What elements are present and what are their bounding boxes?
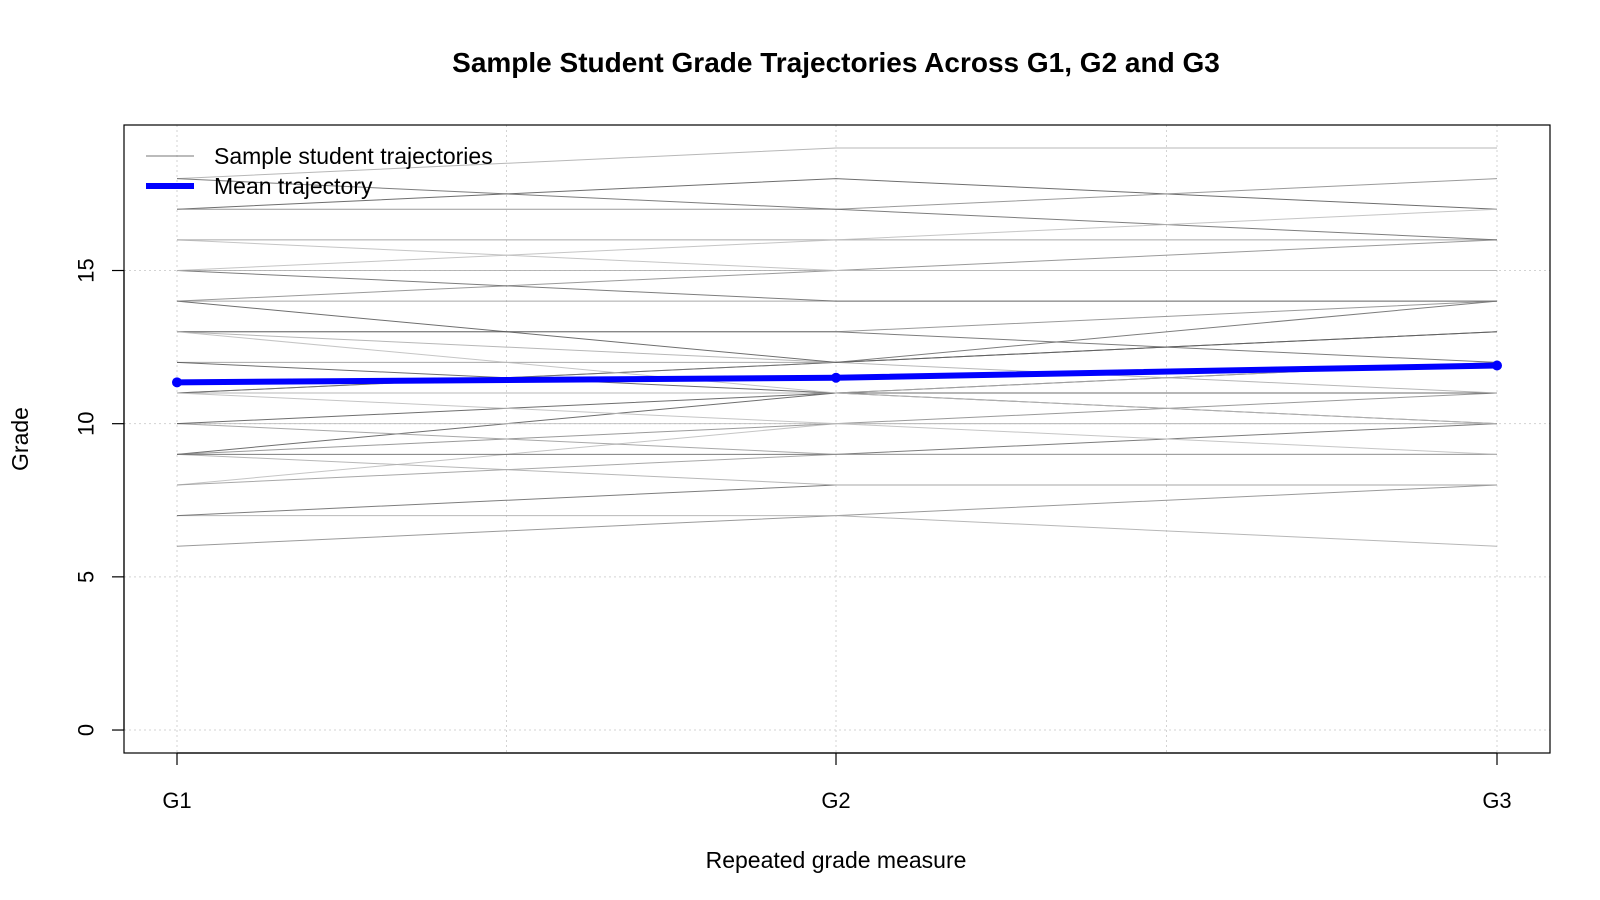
student-trajectory-18 xyxy=(177,300,1498,333)
mean-point-G3 xyxy=(1492,360,1502,371)
student-trajectory-26 xyxy=(176,270,1497,302)
mean-point-G1 xyxy=(172,377,182,388)
y-tick-label-5: 5 xyxy=(74,571,99,583)
x-axis: G1 G2 G3 xyxy=(162,752,1512,813)
legend-label-1: Mean trajectory xyxy=(214,173,373,199)
chart-title: Sample Student Grade Trajectories Across… xyxy=(452,47,1220,78)
student-trajectory-8 xyxy=(177,423,1498,455)
y-axis: 0 5 10 15 xyxy=(74,258,125,736)
student-trajectory-7 xyxy=(176,453,1497,486)
student-trajectory-32 xyxy=(176,178,1498,241)
student-trajectory-10 xyxy=(176,423,1497,455)
legend: Sample student trajectories Mean trajecto… xyxy=(146,143,493,199)
student-trajectory-2 xyxy=(176,484,1497,517)
student-trajectory-16 xyxy=(177,331,1498,363)
x-tick-label-G3: G3 xyxy=(1482,788,1511,813)
x-tick-label-G1: G1 xyxy=(162,788,191,813)
student-trajectory-33 xyxy=(176,208,1498,272)
student-trajectory-30 xyxy=(177,178,1498,210)
student-trajectory-1 xyxy=(177,515,1498,547)
y-tick-label-15: 15 xyxy=(74,258,99,282)
student-trajectory-11 xyxy=(176,392,1497,425)
student-trajectory-20 xyxy=(177,331,1498,363)
mean-point-G2 xyxy=(831,372,841,383)
legend-label-0: Sample student trajectories xyxy=(214,143,493,169)
x-tick-label-G2: G2 xyxy=(821,788,850,813)
y-tick-label-10: 10 xyxy=(74,411,99,435)
student-trajectory-21 xyxy=(176,331,1498,425)
x-axis-label: Repeated grade measure xyxy=(706,847,967,873)
student-trajectory-23 xyxy=(176,300,1498,363)
student-trajectory-15 xyxy=(176,392,1498,455)
student-trajectories xyxy=(176,147,1498,547)
student-trajectory-4 xyxy=(176,453,1497,486)
y-axis-label: Grade xyxy=(7,407,33,471)
student-trajectory-29 xyxy=(176,178,1498,210)
student-trajectory-27 xyxy=(176,239,1497,272)
mean-trajectory xyxy=(172,360,1502,388)
y-tick-label-0: 0 xyxy=(74,724,99,736)
student-trajectory-31 xyxy=(176,147,1497,180)
